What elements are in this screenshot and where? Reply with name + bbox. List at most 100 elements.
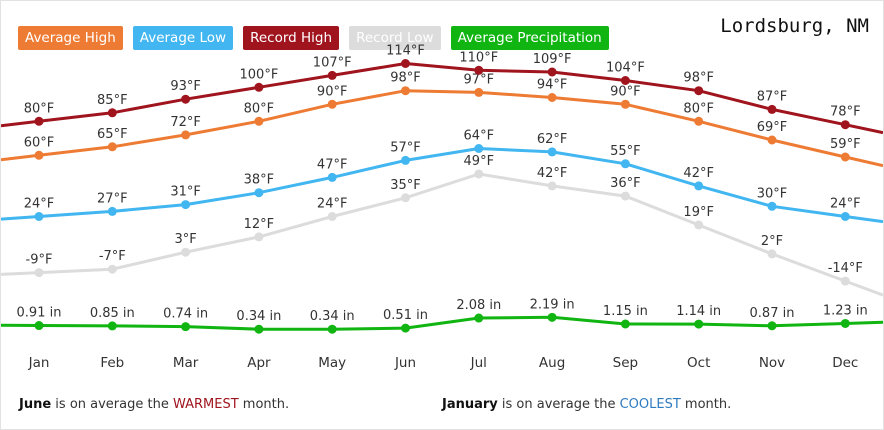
city-title: Lordsburg, NM	[720, 15, 869, 37]
coolest-month-name: January	[442, 397, 498, 412]
average-precipitation-data-label: 2.08 in	[456, 298, 501, 313]
average-high-data-label: 69°F	[757, 120, 788, 135]
record-high-data-label: 85°F	[97, 93, 128, 108]
average-low-data-label: 57°F	[390, 140, 421, 155]
record-low-data-label: 19°F	[683, 205, 714, 220]
average-low-point	[254, 188, 264, 198]
legend-record-high-button[interactable]: Record High	[243, 26, 340, 50]
average-high-data-label: 90°F	[610, 84, 641, 99]
average-precipitation-point	[840, 318, 850, 328]
x-axis-tick-label: Nov	[759, 355, 785, 371]
record-low-point	[620, 191, 630, 201]
record-low-data-label: 3°F	[174, 232, 196, 247]
record-low-point	[181, 247, 191, 257]
record-low-data-label: 12°F	[244, 217, 275, 232]
average-precipitation-point	[181, 322, 191, 332]
record-high-point	[401, 59, 410, 68]
average-precipitation-data-label: 2.19 in	[530, 297, 575, 312]
x-axis-tick-label: Feb	[100, 355, 124, 371]
average-high-data-label: 80°F	[244, 101, 275, 116]
record-low-point	[34, 268, 44, 278]
record-low-line	[1, 172, 883, 297]
average-low-data-label: 30°F	[757, 186, 788, 201]
record-high-point	[34, 116, 44, 126]
legend: Average High Average Low Record High Rec…	[18, 26, 609, 50]
record-low-point	[694, 220, 704, 230]
average-high-point	[694, 116, 704, 126]
record-high-data-label: 109°F	[533, 52, 572, 67]
average-low-point	[767, 201, 777, 211]
average-low-data-label: 24°F	[830, 197, 861, 212]
average-precipitation-data-label: 1.23 in	[823, 303, 868, 318]
average-low-data-label: 27°F	[97, 191, 128, 206]
average-low-point	[547, 147, 557, 157]
legend-average-low-button[interactable]: Average Low	[132, 26, 234, 50]
average-precipitation-data-label: 0.91 in	[17, 306, 62, 321]
average-low-data-label: 64°F	[464, 129, 495, 144]
record-low-data-label: 35°F	[390, 178, 421, 193]
record-high-point	[181, 94, 191, 104]
record-low-data-label: 42°F	[537, 166, 568, 181]
average-low-point	[327, 172, 337, 182]
x-axis-tick-label: Sep	[613, 355, 638, 371]
record-low-data-label: 24°F	[317, 197, 348, 212]
record-low-data-label: 2°F	[761, 234, 783, 249]
average-precipitation-line	[1, 315, 883, 331]
legend-average-precipitation-button[interactable]: Average Precipitation	[450, 26, 609, 50]
x-axis-tick-label: Jul	[470, 355, 487, 371]
average-high-data-label: 94°F	[537, 78, 568, 93]
warmest-month-name: June	[19, 397, 52, 412]
average-high-point	[401, 86, 410, 96]
average-precipitation-point	[547, 312, 557, 322]
record-high-point	[327, 70, 337, 80]
x-axis-tick-label: Dec	[832, 355, 858, 371]
coolest-word: COOLEST	[619, 397, 681, 412]
average-precipitation-data-label: 0.51 in	[383, 308, 428, 323]
average-low-point	[34, 212, 44, 221]
record-high-data-label: 100°F	[240, 67, 279, 82]
record-low-data-label: 49°F	[464, 154, 495, 169]
average-low-point	[840, 212, 850, 221]
average-high-data-label: 60°F	[24, 135, 55, 150]
record-low-point	[474, 169, 484, 179]
record-high-data-label: 93°F	[170, 79, 201, 94]
average-high-point	[254, 116, 264, 126]
average-high-data-label: 65°F	[97, 127, 128, 142]
legend-average-high-button[interactable]: Average High	[18, 26, 123, 50]
record-high-point	[107, 108, 117, 118]
record-low-data-label: 36°F	[610, 176, 641, 191]
average-low-point	[474, 144, 484, 153]
record-high-data-label: 98°F	[683, 71, 714, 86]
record-low-point	[840, 276, 850, 286]
average-precipitation-point	[34, 321, 44, 331]
average-low-data-label: 47°F	[317, 157, 348, 172]
average-precipitation-data-label: 0.34 in	[236, 309, 281, 324]
average-high-data-label: 90°F	[317, 84, 348, 99]
average-precipitation-point	[474, 313, 484, 323]
average-high-data-label: 59°F	[830, 137, 861, 152]
average-precipitation-data-label: 0.34 in	[310, 309, 355, 324]
record-high-data-label: 80°F	[24, 101, 55, 116]
average-precipitation-point	[620, 319, 630, 329]
record-high-point	[694, 86, 704, 96]
record-high-data-label: 110°F	[459, 50, 498, 65]
average-precipitation-point	[327, 324, 337, 334]
average-low-data-label: 62°F	[537, 132, 568, 147]
coolest-text-pre: is on average the	[497, 397, 620, 412]
x-axis-tick-label: May	[318, 355, 346, 371]
average-precipitation-point	[401, 323, 410, 333]
average-low-data-label: 31°F	[170, 185, 201, 200]
record-high-data-label: 104°F	[606, 61, 645, 76]
average-high-line	[1, 89, 883, 168]
x-axis-tick-label: Mar	[173, 355, 199, 371]
average-high-point	[767, 135, 777, 145]
average-high-point	[474, 87, 484, 97]
average-low-point	[107, 206, 117, 216]
record-low-data-label: -14°F	[828, 261, 863, 276]
average-high-point	[181, 130, 191, 140]
record-high-line	[1, 62, 883, 135]
average-low-data-label: 55°F	[610, 144, 641, 159]
legend-record-low-button[interactable]: Record Low	[349, 26, 441, 50]
warmest-month-note: June is on average the WARMEST month.	[19, 397, 289, 412]
